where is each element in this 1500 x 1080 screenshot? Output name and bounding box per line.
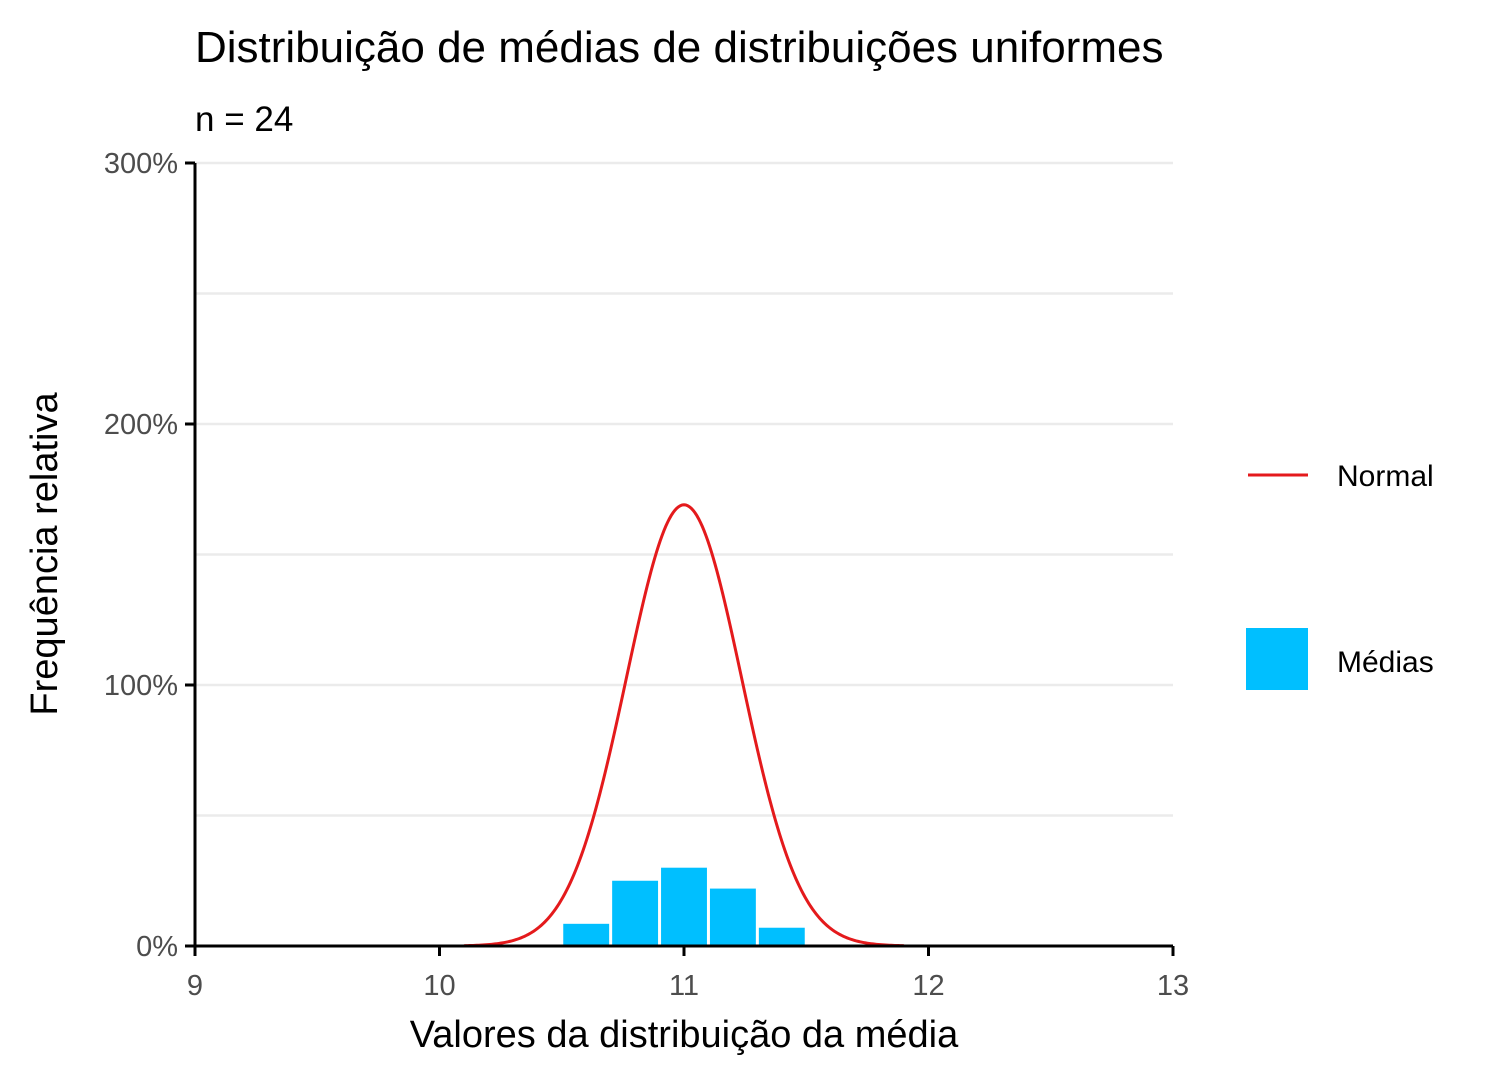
legend-label-normal: Normal	[1337, 460, 1434, 493]
normal-curve	[463, 503, 905, 948]
bar-medias	[661, 867, 707, 946]
y-tick-label: 0%	[136, 931, 178, 963]
y-tick-label: 200%	[104, 409, 178, 441]
chart-subtitle: n = 24	[195, 100, 293, 139]
legend: Normal Médias	[1246, 460, 1434, 690]
y-axis-title: Frequência relativa	[24, 392, 66, 716]
bar-medias	[563, 923, 610, 946]
y-tick-label: 100%	[104, 670, 178, 702]
legend-key-medias	[1246, 628, 1308, 690]
histogram-bars	[563, 867, 805, 946]
x-tick-label: 9	[187, 970, 203, 1002]
gridlines	[195, 161, 1173, 817]
bar-medias	[709, 888, 756, 946]
x-axis-ticks: 9 10 11 12 13	[187, 946, 1189, 1002]
bar-medias	[758, 927, 805, 946]
x-tick-label: 10	[423, 970, 455, 1002]
x-tick-label: 13	[1157, 970, 1189, 1002]
normal-curve-line	[463, 503, 905, 948]
legend-label-medias: Médias	[1337, 646, 1434, 679]
chart-title: Distribuição de médias de distribuições …	[195, 23, 1163, 72]
bar-medias	[612, 880, 659, 946]
x-tick-label: 12	[912, 970, 944, 1002]
y-axis-ticks: 0% 100% 200% 300%	[104, 148, 195, 963]
y-tick-label: 300%	[104, 148, 178, 180]
x-tick-label: 11	[669, 970, 699, 1002]
x-axis-title: Valores da distribuição da média	[410, 1014, 959, 1056]
